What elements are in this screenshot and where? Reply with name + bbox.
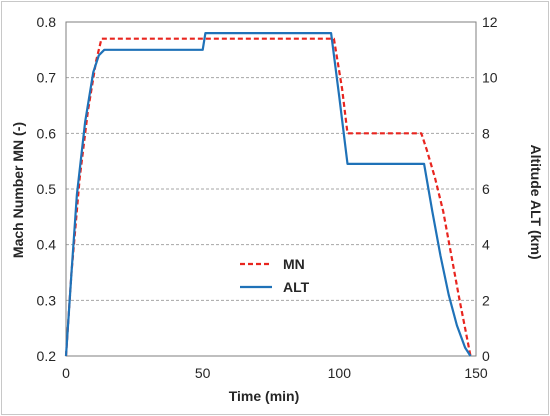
series-layer	[64, 31, 472, 357]
y-left-tick-label: 0.8	[37, 14, 57, 30]
x-axis-label: Time (min)	[229, 388, 300, 404]
y-axis-label-left: Mach Number MN (-)	[10, 122, 26, 258]
x-tick-label: 50	[195, 365, 211, 381]
y-right-tick-label: 0	[482, 348, 490, 364]
legend-label-alt: ALT	[283, 279, 310, 295]
y-right-tick-label: 12	[482, 14, 498, 30]
legend: MN ALT	[240, 256, 310, 295]
tick-labels: 0.2 0.3 0.4 0.5 0.6 0.7 0.8 0 2 4 6 8 10 12 0 50 100 150	[37, 14, 498, 381]
y-axis-label-right: Altitude ALT (km)	[528, 144, 544, 259]
gridlines	[66, 77, 476, 301]
x-tick-label: 0	[62, 365, 70, 381]
x-tick-label: 100	[328, 365, 352, 381]
y-right-tick-label: 10	[482, 70, 498, 86]
y-left-tick-label: 0.6	[37, 125, 57, 141]
y-left-tick-label: 0.4	[37, 237, 57, 253]
y-left-tick-label: 0.5	[37, 181, 57, 197]
y-right-tick-label: 2	[482, 292, 490, 308]
y-left-tick-label: 0.3	[37, 292, 57, 308]
y-right-tick-label: 6	[482, 181, 490, 197]
y-left-tick-label: 0.2	[37, 348, 57, 364]
series-line-alt	[64, 31, 472, 357]
x-tick-label: 150	[464, 365, 488, 381]
y-right-tick-label: 8	[482, 125, 490, 141]
legend-label-mn: MN	[283, 256, 305, 272]
y-left-tick-label: 0.7	[37, 70, 57, 86]
y-right-tick-label: 4	[482, 237, 490, 253]
plot-area-border	[65, 21, 477, 357]
series-line-mn	[64, 37, 472, 357]
